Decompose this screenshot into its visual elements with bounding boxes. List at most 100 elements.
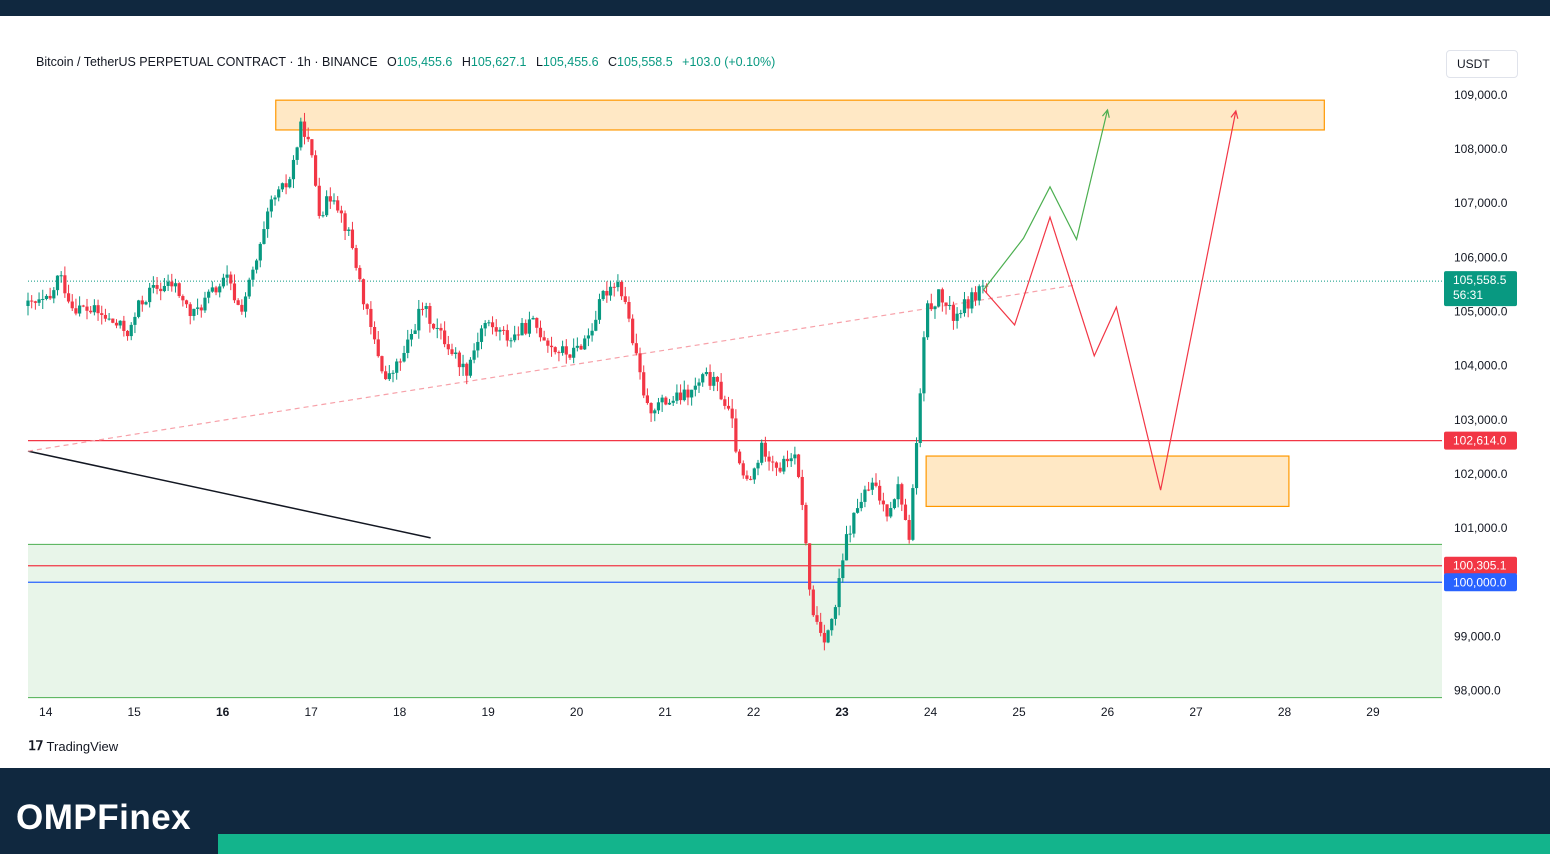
high-value: 105,627.1 xyxy=(470,55,527,69)
candle-body xyxy=(111,318,115,323)
candle-body xyxy=(284,183,288,188)
candle-body xyxy=(439,327,443,331)
x-tick-label: 27 xyxy=(1189,705,1203,719)
candle-body xyxy=(137,300,141,317)
candle-body xyxy=(70,301,74,309)
candle-body xyxy=(44,295,49,299)
candle-body xyxy=(782,458,786,472)
candle-body xyxy=(564,346,568,355)
currency-selector[interactable]: USDT xyxy=(1446,50,1518,78)
candle-body xyxy=(354,248,358,268)
candle-body xyxy=(690,389,694,398)
low-value: 105,455.6 xyxy=(542,55,599,69)
candle-body xyxy=(37,299,41,303)
support-band xyxy=(28,544,1442,698)
candle-body xyxy=(384,371,388,380)
candle-body xyxy=(922,337,926,394)
tradingview-watermark[interactable]: 𝟣𝟩 TradingView xyxy=(28,738,118,754)
candle-body xyxy=(575,345,579,348)
candle-body xyxy=(313,155,318,186)
candle-body xyxy=(715,376,720,382)
candle-body xyxy=(479,328,484,342)
open-value: 105,455.6 xyxy=(396,55,453,69)
candle-body xyxy=(170,281,174,287)
candle-body xyxy=(900,484,904,505)
candle-body xyxy=(78,305,82,314)
close-label: C xyxy=(608,55,618,69)
candle-body xyxy=(122,320,126,331)
candle-body xyxy=(660,397,664,403)
candle-body xyxy=(524,322,528,334)
candle-body xyxy=(977,286,981,301)
y-tick-label: 106,000.0 xyxy=(1454,250,1508,264)
candle-body xyxy=(295,147,299,160)
candle-body xyxy=(350,229,355,249)
y-tick-label: 102,000.0 xyxy=(1454,467,1508,481)
candle-body xyxy=(100,313,104,315)
candle-body xyxy=(159,288,163,292)
candle-body xyxy=(701,374,705,383)
current-price-tag-text: 105,558.5 xyxy=(1453,273,1507,287)
candle-body xyxy=(417,308,421,331)
candle-body xyxy=(649,403,653,414)
price-tags-layer: 105,558.556:31 102,614.0 100,305.1 100,000.… xyxy=(1444,271,1517,592)
price-chart[interactable]: 109,000.0 108,000.0 107,000.0 106,000.0 105,… xyxy=(0,16,1550,768)
candle-body xyxy=(804,504,808,544)
candle-body xyxy=(144,302,148,305)
candle-body xyxy=(431,323,436,329)
projections-layer xyxy=(983,108,1239,491)
x-tick-label: 17 xyxy=(304,705,318,719)
candle-body xyxy=(878,485,882,501)
y-tick-label: 105,000.0 xyxy=(1454,304,1508,318)
trend-line-0 xyxy=(27,450,431,539)
candle-body xyxy=(369,308,373,327)
candle-body xyxy=(457,352,461,368)
candle-body xyxy=(826,630,830,643)
candle-body xyxy=(561,346,565,353)
candle-body xyxy=(531,317,535,320)
candle-body xyxy=(148,287,152,303)
candle-body xyxy=(789,458,793,462)
candle-body xyxy=(454,352,458,355)
level-tag-2-text: 100,000.0 xyxy=(1453,575,1507,589)
candle-body xyxy=(498,329,502,332)
level-tag-1-text: 100,305.1 xyxy=(1453,559,1507,573)
candle-body xyxy=(472,350,476,360)
current-price-tag-text: 56:31 xyxy=(1453,288,1483,302)
candle-body xyxy=(771,461,775,463)
candle-body xyxy=(336,200,340,211)
candle-body xyxy=(601,290,605,300)
tradingview-logo-icon: 𝟣𝟩 xyxy=(28,738,44,753)
chart-area[interactable]: 109,000.0 108,000.0 107,000.0 106,000.0 105,… xyxy=(0,16,1550,768)
candle-body xyxy=(664,397,668,405)
candle-body xyxy=(955,313,959,321)
candle-body xyxy=(627,301,631,319)
candle-body xyxy=(616,281,620,288)
candle-body xyxy=(505,330,509,341)
symbol-title[interactable]: Bitcoin / TetherUS PERPETUAL CONTRACT · … xyxy=(36,55,378,69)
candle-body xyxy=(424,306,428,309)
candle-body xyxy=(981,285,985,287)
candle-body xyxy=(81,305,85,307)
candle-body xyxy=(749,478,753,480)
candle-body xyxy=(951,305,956,321)
symbol-legend[interactable]: Bitcoin / TetherUS PERPETUAL CONTRACT · … xyxy=(36,55,775,69)
candle-body xyxy=(612,286,616,288)
candle-body xyxy=(490,322,495,328)
candle-body xyxy=(461,363,465,368)
projection-arrowhead-bearish xyxy=(1230,109,1239,119)
candle-body xyxy=(844,534,849,561)
candle-body xyxy=(395,361,399,373)
candle-body xyxy=(277,189,281,198)
candle-body xyxy=(793,454,797,459)
candle-body xyxy=(41,298,45,300)
candle-body xyxy=(291,159,296,180)
candle-body xyxy=(151,285,155,288)
candle-body xyxy=(822,632,826,643)
candle-body xyxy=(671,400,675,403)
candle-body xyxy=(321,215,325,217)
current-price-tag xyxy=(1444,271,1517,307)
candle-body xyxy=(708,372,712,386)
candle-body xyxy=(420,308,425,310)
candle-body xyxy=(841,560,845,579)
